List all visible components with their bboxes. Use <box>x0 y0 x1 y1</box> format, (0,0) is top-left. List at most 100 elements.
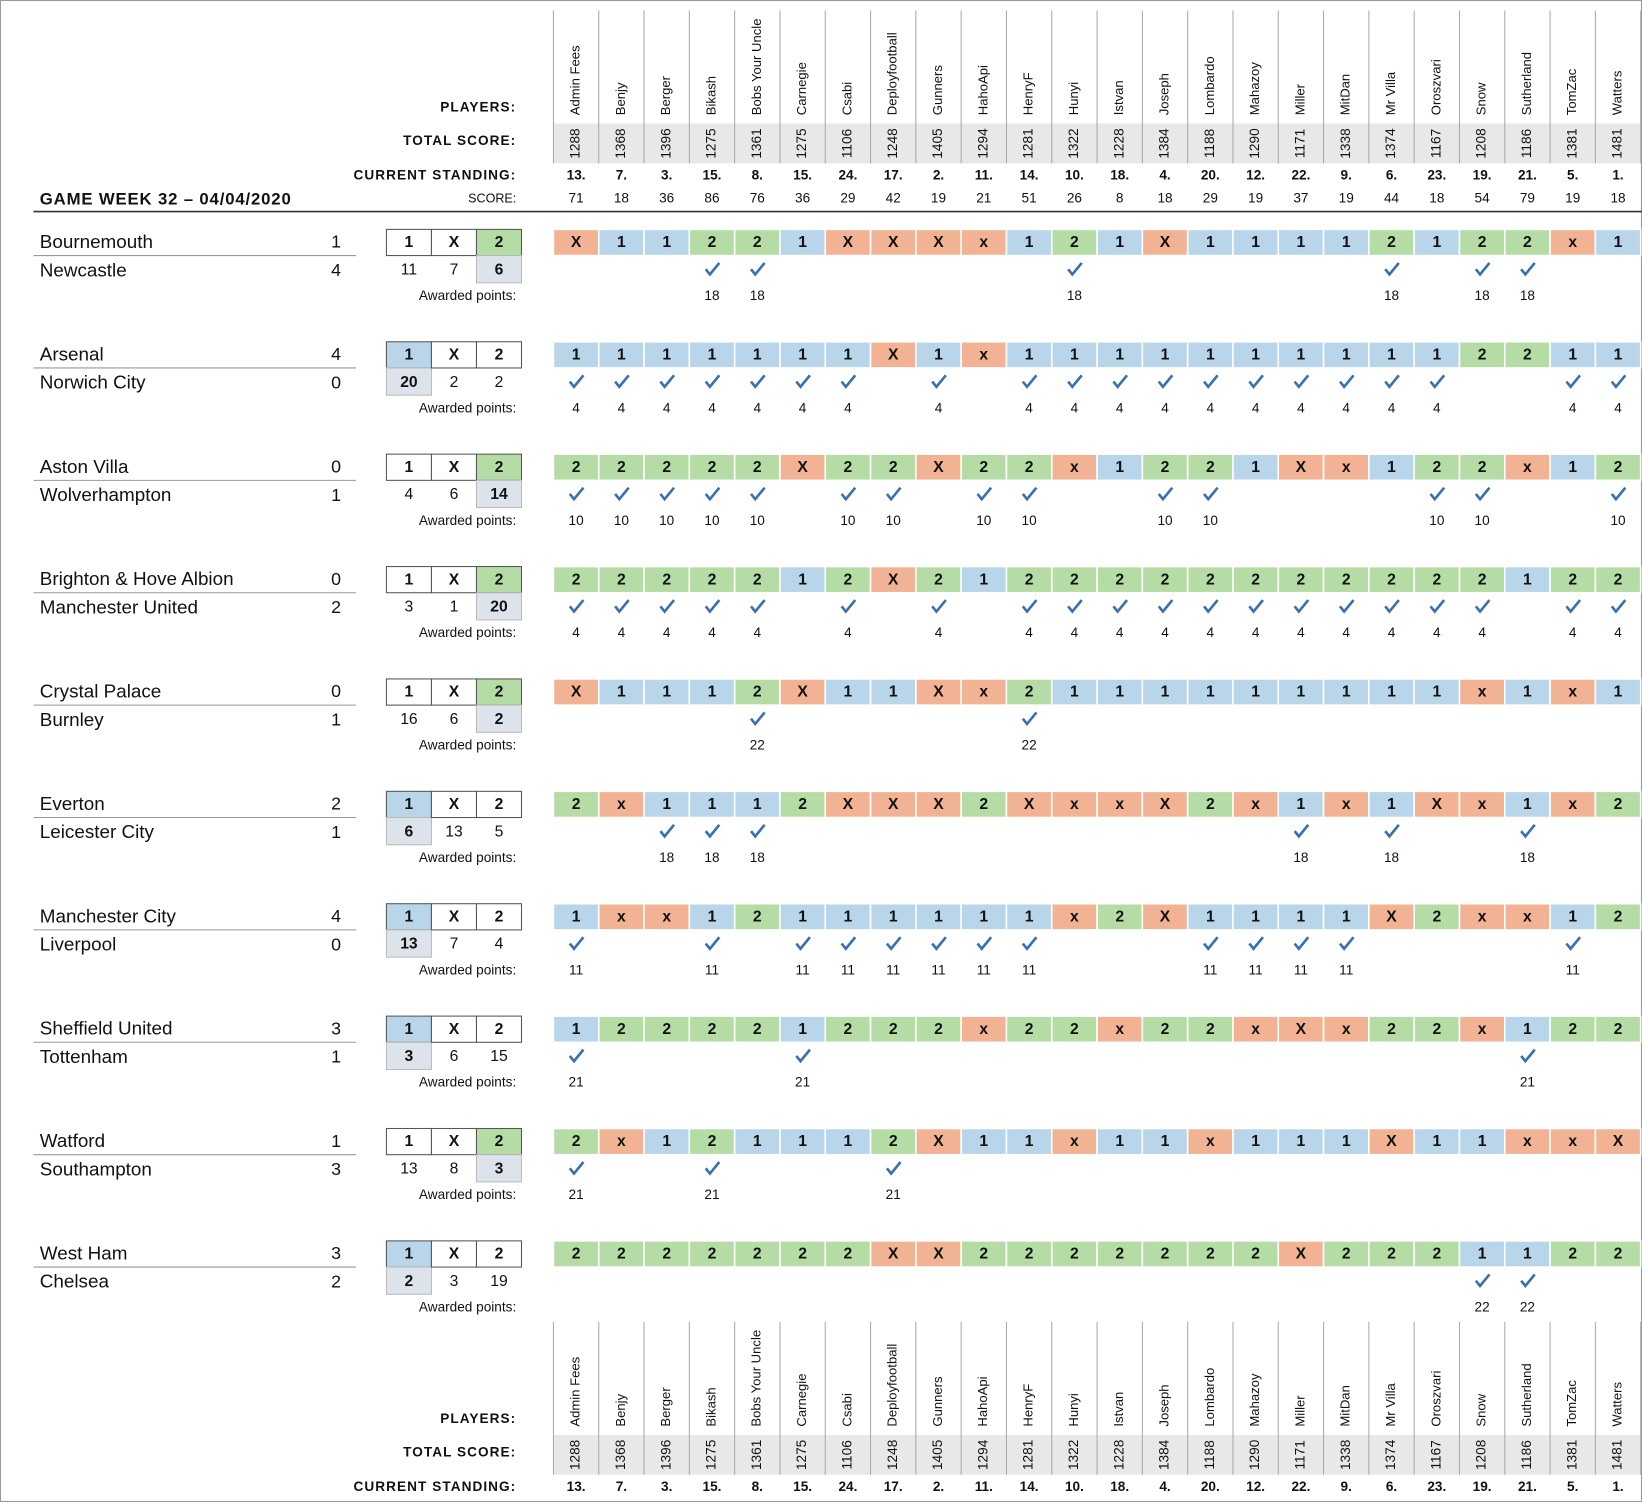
tip-count: 1 <box>450 599 459 616</box>
pick: 1 <box>708 347 717 364</box>
pick-cell <box>824 902 872 931</box>
pick: 1 <box>1523 1021 1532 1038</box>
total-score-label: TOTAL SCORE: <box>403 1444 516 1459</box>
tip-header-cell <box>475 1015 523 1043</box>
player-total: 1361 <box>749 128 764 158</box>
away-team: Newcastle <box>40 259 127 280</box>
player-total: 1384 <box>1157 128 1172 159</box>
player-standing: 3. <box>661 1479 672 1494</box>
pick-cell <box>597 902 645 931</box>
pick-cell <box>1050 340 1098 369</box>
home-goals: 0 <box>331 456 341 476</box>
checkmark <box>1067 599 1083 614</box>
player-standing: 14. <box>1020 1479 1039 1494</box>
pick: 2 <box>798 796 807 813</box>
pick: 1 <box>1206 234 1215 251</box>
pick: 2 <box>572 1133 581 1150</box>
player-standing: 10. <box>1065 1479 1084 1494</box>
awarded-points: 11 <box>705 962 719 977</box>
pick-cell <box>915 340 962 369</box>
pick-cell <box>643 453 691 482</box>
player-standing: 14. <box>1020 168 1039 183</box>
pick: x <box>1115 796 1124 813</box>
away-goals: 4 <box>331 260 341 280</box>
checkmark <box>1112 374 1129 389</box>
tip-label: 2 <box>495 234 504 251</box>
pick-cell <box>1277 790 1325 819</box>
pick: X <box>843 234 854 251</box>
player-standing: 9. <box>1341 1479 1352 1494</box>
player-name: MitDan <box>1338 74 1353 115</box>
tip-header-cell <box>430 341 477 369</box>
player-name: Benjy <box>613 1393 628 1426</box>
player-name: Deployfootball <box>885 32 900 115</box>
pick-cell <box>779 1015 827 1044</box>
tip-count: 3 <box>405 1048 414 1065</box>
pick: x <box>617 796 626 813</box>
pick: 1 <box>1115 1133 1124 1150</box>
player-total: 1186 <box>1519 1440 1534 1469</box>
checkmark <box>795 1048 811 1064</box>
awarded-points: 4 <box>1161 400 1169 415</box>
awarded-points: 18 <box>1475 288 1490 303</box>
pick-cell <box>1503 790 1551 819</box>
awarded-label: Awarded points: <box>419 513 516 528</box>
checkmark <box>976 936 993 951</box>
checkmark <box>1610 486 1627 502</box>
awarded-points: 4 <box>1297 625 1305 640</box>
pick: 1 <box>617 684 626 701</box>
pick-cell <box>1232 1015 1280 1044</box>
pick-cell <box>1458 1240 1506 1268</box>
checkmark <box>1293 936 1310 951</box>
pick-cell <box>1005 1240 1053 1268</box>
tip-header-cell <box>430 566 477 594</box>
pick-cell <box>1413 902 1461 931</box>
tip-header-cell <box>475 790 523 819</box>
pick: 1 <box>708 684 717 701</box>
pick-cell <box>779 790 827 819</box>
pick: 1 <box>1251 234 1260 251</box>
checkmark <box>749 599 766 614</box>
pick-cell <box>552 340 600 369</box>
player-total: 1374 <box>1383 1439 1398 1470</box>
tip-label: 1 <box>405 459 414 476</box>
player-standing: 21. <box>1518 1479 1537 1494</box>
pick: 1 <box>1025 234 1034 251</box>
pick-cell <box>869 340 917 369</box>
awarded-points: 4 <box>1569 400 1577 415</box>
pick: 2 <box>753 234 762 251</box>
awarded-points: 4 <box>1342 625 1350 640</box>
pick-cell <box>869 1240 917 1268</box>
player-name: Gunners <box>930 65 945 116</box>
pick-cell <box>1141 228 1189 257</box>
tip-header-cell <box>430 903 477 931</box>
away-goals: 3 <box>331 1159 341 1179</box>
player-name: Deployfootball <box>885 1344 900 1427</box>
pick: 1 <box>1342 347 1351 364</box>
pick: 2 <box>934 571 943 588</box>
tip-label: 1 <box>405 347 414 364</box>
awarded-points: 4 <box>1025 625 1033 640</box>
pick: 2 <box>1614 1246 1623 1263</box>
checkmark <box>1338 599 1355 614</box>
pick: 1 <box>889 684 898 701</box>
player-total: 1106 <box>839 129 854 158</box>
pick: 1 <box>1297 796 1306 813</box>
pick: 1 <box>1297 234 1306 251</box>
pick-cell <box>1503 453 1551 482</box>
awarded-points: 4 <box>754 400 762 415</box>
player-total: 1368 <box>613 128 628 158</box>
player-standing: 1. <box>1612 168 1623 183</box>
pick: 1 <box>1070 347 1079 364</box>
player-total: 1481 <box>1610 1440 1625 1470</box>
checkmark <box>1429 374 1446 389</box>
home-team: Manchester City <box>40 905 177 926</box>
checkmark <box>568 486 585 502</box>
pick-cell <box>1096 790 1144 819</box>
home-team: West Ham <box>40 1242 128 1263</box>
tip-label: X <box>449 796 460 813</box>
pick-cell <box>779 902 827 931</box>
player-name: Bikash <box>703 76 718 115</box>
pick: 2 <box>1432 459 1441 476</box>
pick-cell <box>552 1127 600 1156</box>
